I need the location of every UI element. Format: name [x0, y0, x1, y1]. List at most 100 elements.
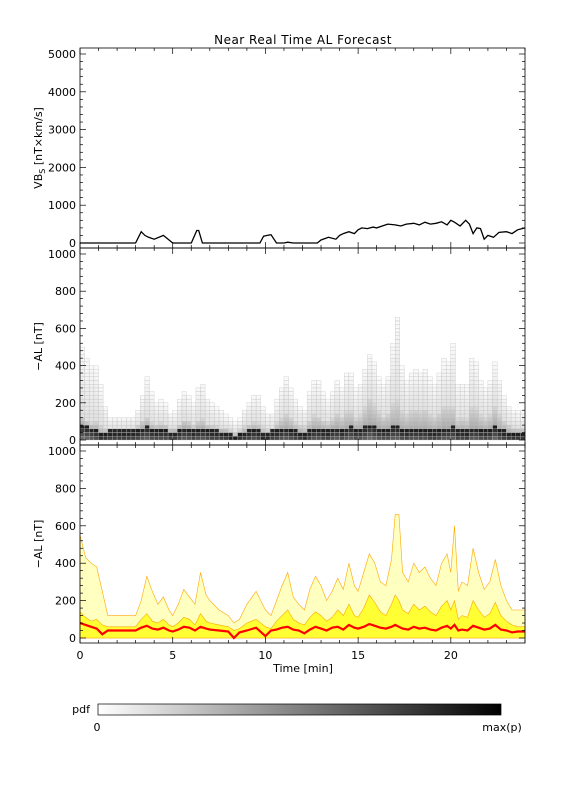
heatmap-cell — [362, 417, 368, 422]
heatmap-cell — [274, 424, 280, 429]
heatmap-cell — [93, 380, 99, 385]
heatmap-cell — [450, 380, 456, 385]
heatmap-cell — [121, 424, 127, 429]
heatmap-cell — [497, 402, 502, 407]
heatmap-cell — [404, 402, 410, 407]
heatmap-cell — [427, 432, 433, 437]
heatmap-cell — [376, 417, 382, 422]
heatmap-cell — [459, 395, 465, 400]
heatmap-cell — [506, 436, 512, 441]
heatmap-cell — [418, 380, 424, 385]
heatmap-cell — [469, 358, 475, 363]
heatmap-cell — [487, 432, 493, 437]
heatmap-cell — [441, 428, 447, 433]
heatmap-cell — [427, 436, 433, 441]
heatmap-cell — [422, 402, 428, 407]
heatmap-cell — [251, 413, 257, 418]
heatmap-cell — [510, 432, 516, 437]
heatmap-cell — [107, 421, 113, 426]
heatmap-cell — [260, 417, 266, 422]
heatmap-cell — [473, 384, 479, 389]
heatmap-cell — [293, 398, 298, 403]
heatmap-cell — [84, 384, 90, 389]
heatmap-cell — [144, 428, 150, 433]
heatmap-cell — [395, 372, 400, 377]
heatmap-cell — [181, 436, 187, 441]
heatmap-cell — [399, 365, 405, 370]
heatmap-cell — [209, 432, 215, 437]
heatmap-cell — [149, 406, 155, 411]
heatmap-cell — [455, 406, 461, 411]
heatmap-cell — [371, 387, 377, 392]
heatmap-cell — [446, 402, 451, 407]
heatmap-cell — [362, 432, 368, 437]
heatmap-cell — [214, 417, 220, 422]
heatmap-cell — [260, 406, 266, 411]
heatmap-cell — [288, 424, 294, 429]
heatmap-cell — [353, 432, 359, 437]
heatmap-cell — [381, 424, 387, 429]
heatmap-cell — [209, 402, 215, 407]
heatmap-cell — [432, 398, 438, 403]
heatmap-cell — [404, 424, 410, 429]
heatmap-cell — [367, 421, 373, 426]
heatmap-cell — [237, 421, 243, 426]
heatmap-cell — [376, 380, 382, 385]
heatmap-cell — [436, 410, 442, 415]
heatmap-cell — [293, 417, 298, 422]
heatmap-cells — [79, 317, 526, 441]
heatmap-cell — [316, 436, 322, 441]
heatmap-cell — [246, 436, 252, 441]
heatmap-cell — [93, 387, 99, 392]
heatmap-cell — [89, 398, 95, 403]
heatmap-cell — [205, 432, 210, 437]
heatmap-cell — [441, 417, 447, 422]
heatmap-cell — [255, 421, 261, 426]
heatmap-cell — [371, 365, 377, 370]
heatmap-cell — [320, 421, 326, 426]
heatmap-cell — [144, 424, 150, 429]
heatmap-cell — [371, 380, 377, 385]
heatmap-cell — [399, 428, 405, 433]
heatmap-cell — [195, 387, 201, 392]
heatmap-cell — [520, 436, 526, 441]
heatmap-cell — [302, 424, 308, 429]
heatmap-cell — [283, 410, 289, 415]
heatmap-cell — [149, 395, 155, 400]
heatmap-cell — [492, 365, 498, 370]
heatmap-cell — [288, 417, 294, 422]
heatmap-cell — [79, 421, 85, 426]
heatmap-cell — [450, 384, 456, 389]
heatmap-cell — [510, 413, 516, 418]
heatmap-cell — [390, 365, 396, 370]
heatmap-cell — [376, 387, 382, 392]
heatmap-cell — [436, 436, 442, 441]
heatmap-cell — [469, 402, 475, 407]
heatmap-cell — [255, 406, 261, 411]
heatmap-cell — [330, 421, 336, 426]
heatmap-cell — [473, 428, 479, 433]
heatmap-cell — [274, 436, 280, 441]
heatmap-cell — [223, 421, 229, 426]
heatmap-cell — [422, 421, 428, 426]
heatmap-cell — [89, 391, 95, 396]
heatmap-cell — [455, 387, 461, 392]
heatmap-cell — [89, 372, 95, 377]
heatmap-cell — [311, 384, 317, 389]
heatmap-cell — [149, 432, 155, 437]
heatmap-cell — [320, 424, 326, 429]
heatmap-cell — [395, 384, 400, 389]
heatmap-cell — [269, 428, 275, 433]
heatmap-cell — [478, 428, 484, 433]
heatmap-cell — [399, 395, 405, 400]
heatmap-cell — [478, 380, 484, 385]
heatmap-cell — [107, 424, 113, 429]
heatmap-cell — [441, 376, 447, 381]
heatmap-cell — [446, 410, 451, 415]
heatmap-cell — [492, 406, 498, 411]
heatmap-cell — [325, 413, 331, 418]
heatmap-cell — [469, 369, 475, 374]
heatmap-cell — [149, 428, 155, 433]
heatmap-cell — [404, 387, 410, 392]
heatmap-cell — [79, 424, 85, 429]
